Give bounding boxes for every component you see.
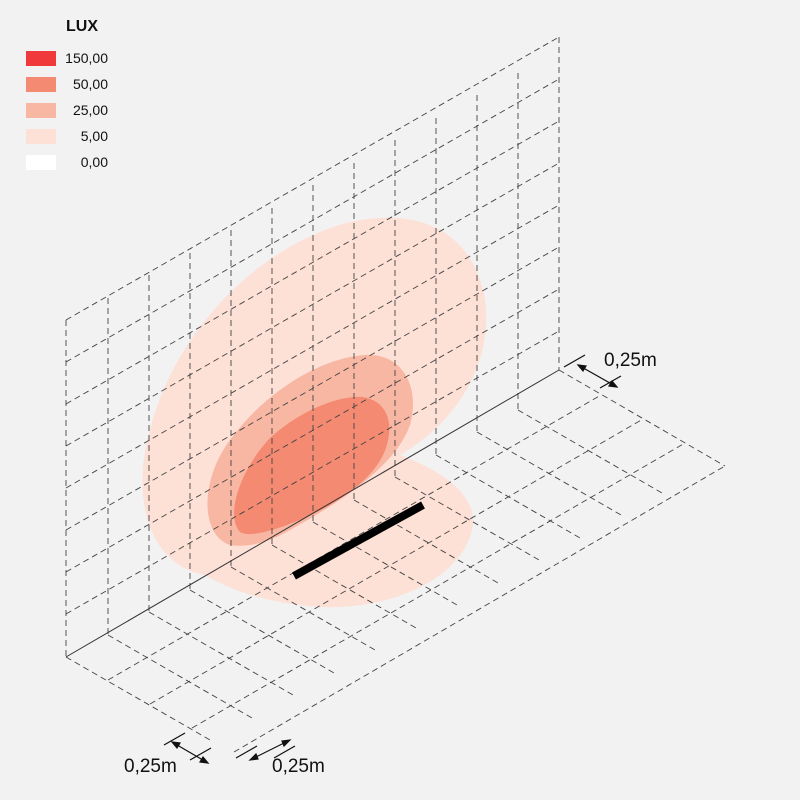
legend-swatch: [26, 154, 56, 170]
floor-grid: [65, 369, 726, 753]
lux-legend: LUX 150,00 50,00 25,00 5,00 0,00: [26, 18, 126, 175]
legend-item: 5,00: [26, 123, 126, 149]
legend-value: 50,00: [72, 76, 108, 92]
dimension-bottom-left-marker: [163, 732, 212, 764]
dimension-label-bottom-left: 0,25m: [124, 756, 177, 777]
legend-item: 25,00: [26, 97, 126, 123]
wall-floor-edge: [65, 369, 560, 658]
dimension-label-bottom-right: 0,25m: [272, 756, 325, 777]
legend-item: 0,00: [26, 149, 126, 175]
wall-grid: [65, 36, 560, 657]
contour-50-lux: [234, 396, 390, 535]
legend-swatch: [26, 128, 56, 144]
legend-value: 0,00: [80, 154, 108, 170]
legend-item: 150,00: [26, 45, 126, 71]
legend-swatch: [26, 102, 56, 118]
legend-swatch: [26, 50, 56, 66]
legend-item: 50,00: [26, 71, 126, 97]
legend-swatch: [26, 76, 56, 92]
luminaire-bar: [292, 501, 425, 580]
legend-value: 150,00: [65, 50, 108, 66]
legend-value: 25,00: [72, 102, 108, 118]
dimension-bottom-right-marker: [235, 739, 296, 761]
dimension-markers: [163, 354, 622, 764]
legend-title: LUX: [66, 18, 98, 35]
dimension-label-right: 0,25m: [604, 350, 657, 371]
dimension-right-marker: [563, 354, 622, 389]
legend-value: 5,00: [80, 128, 108, 144]
